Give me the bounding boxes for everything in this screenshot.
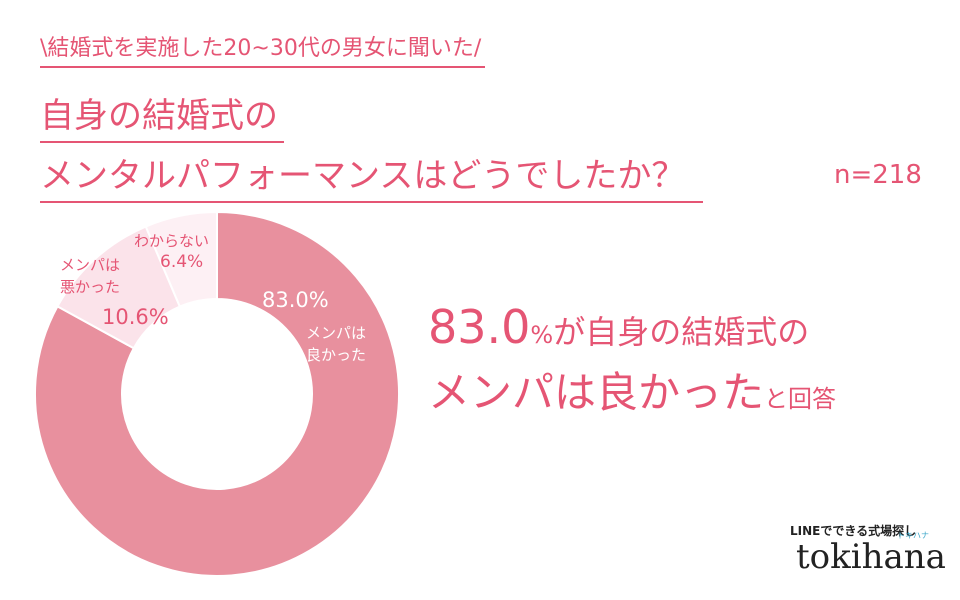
headline: 83.0%が自身の結婚式のメンパは良かったと回答 — [428, 298, 836, 428]
category-label: メンパは良かった — [306, 324, 367, 364]
donut-segment — [144, 210, 218, 308]
value-label: 83.0% — [262, 288, 329, 312]
value-label: 10.6% — [102, 305, 169, 329]
category-label: メンパは悪かった — [60, 256, 121, 296]
value-label: 6.4% — [160, 252, 204, 272]
headline-number: 83.0 — [428, 300, 531, 354]
headline-text: と回答 — [764, 385, 837, 413]
logo-kana: トキハナ — [897, 531, 929, 540]
sample-size: n=218 — [834, 160, 922, 190]
headline-text: メンパは良かった — [428, 368, 765, 417]
subtitle: \結婚式を実施した20~30代の男女に聞いた/ — [40, 30, 486, 68]
logo-tagline: LINEでできる式場探し — [790, 524, 917, 538]
headline-text: が自身の結婚式の — [553, 313, 810, 351]
title-line: メンタルパフォーマンスはどうでしたか？ — [40, 148, 704, 203]
logo-name: tokihana — [796, 537, 946, 577]
headline-unit: % — [530, 321, 554, 349]
donut-segment — [34, 210, 400, 577]
category-label: わからない — [134, 232, 210, 250]
title-line: 自身の結婚式の — [40, 88, 284, 143]
